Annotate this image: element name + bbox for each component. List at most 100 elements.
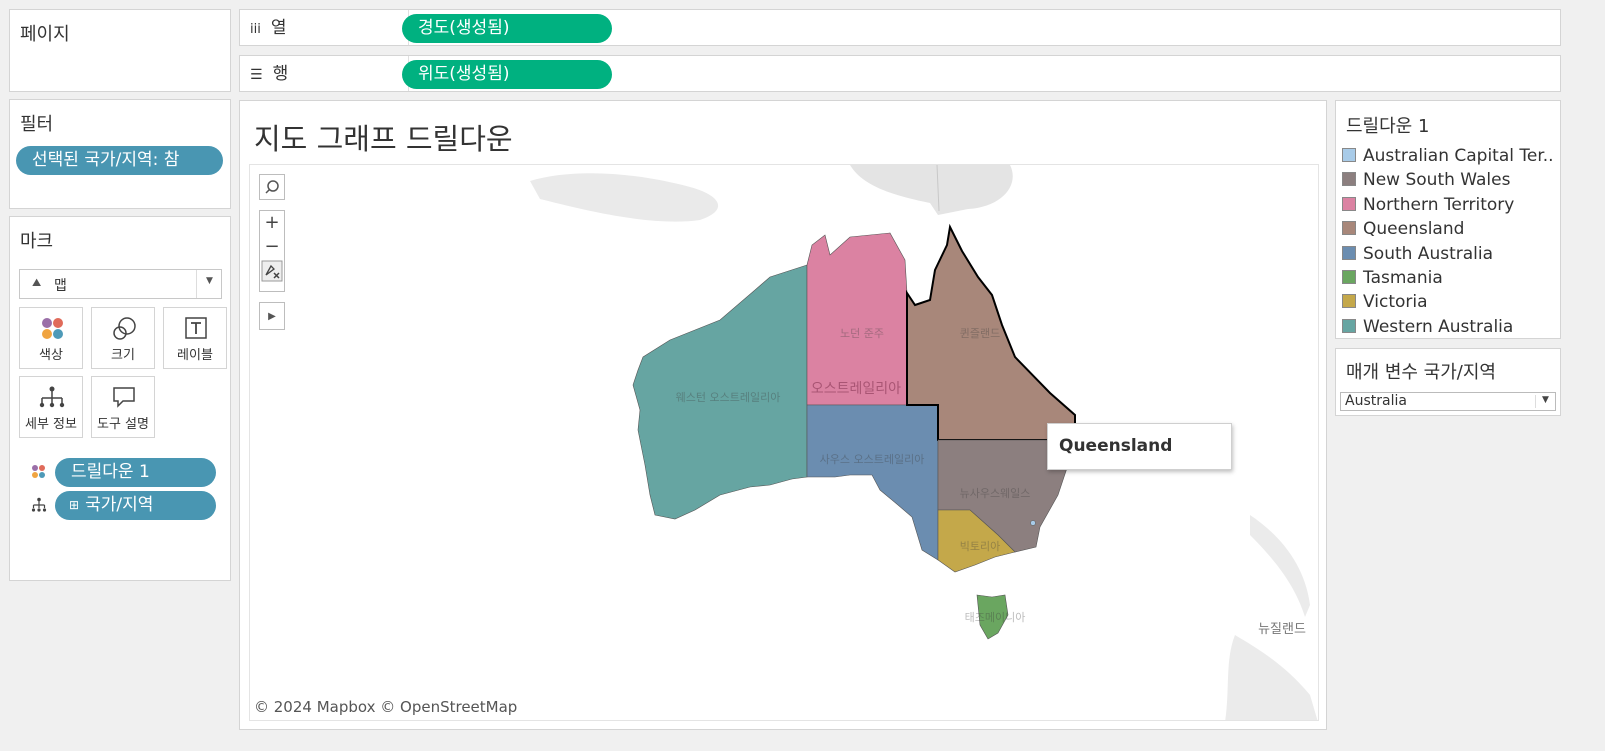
legend-label: Western Australia (1363, 316, 1514, 337)
latitude-pill[interactable]: 위도(생성됨) (402, 60, 612, 89)
marks-card: 마크 ⛰ 맵 ▼ 색상 크기 레이블 세부 정보 (9, 216, 231, 581)
parameter-card: 매개 변수 국가/지역 Australia ▼ (1335, 348, 1561, 416)
columns-icon: iii (250, 22, 261, 37)
map-label-queensland: 퀸즐랜드 (960, 327, 1000, 340)
play-icon: ▶ (268, 311, 276, 322)
country-detail-pill[interactable]: ⊞ 국가/지역 (55, 491, 216, 520)
map-tooltip: Queensland (1047, 423, 1232, 470)
tooltip-text: Queensland (1059, 436, 1173, 456)
chevron-down-icon: ▼ (206, 276, 213, 286)
rows-shelf-label: ☰ 행 (250, 64, 289, 84)
legend-item[interactable]: South Australia (1342, 243, 1493, 265)
map-label-new-zealand: 뉴질랜드 (1258, 622, 1306, 637)
reset-zoom-button[interactable] (260, 259, 284, 283)
map-area[interactable]: 웨스턴 오스트레일리아 노던 준주 퀸즐랜드 사우스 오스트레일리아 뉴사우스웨… (249, 164, 1319, 721)
tooltip-button[interactable]: 도구 설명 (91, 376, 155, 438)
legend-label: South Australia (1363, 243, 1494, 264)
legend-card: 드릴다운 1 Australian Capital Ter.. New South… (1335, 100, 1561, 339)
legend-item[interactable]: Queensland (1342, 218, 1464, 240)
map-zoom-group: + − (259, 210, 285, 292)
legend-label: Australian Capital Ter.. (1363, 146, 1554, 166)
color-button[interactable]: 색상 (19, 307, 83, 369)
legend-item[interactable]: Northern Territory (1342, 194, 1514, 216)
legend-swatch (1342, 172, 1356, 187)
marks-title: 마크 (20, 231, 54, 252)
legend-swatch (1342, 318, 1356, 333)
map-search-button[interactable] (259, 174, 285, 200)
legend-label: Tasmania (1363, 268, 1443, 288)
map-attribution[interactable]: © 2024 Mapbox © OpenStreetMap (254, 698, 518, 716)
color-button-label: 색상 (39, 348, 63, 363)
label-button-label: 레이블 (177, 348, 213, 363)
zoom-in-button[interactable]: + (264, 212, 280, 233)
legend-title: 드릴다운 1 (1346, 116, 1430, 137)
legend-swatch (1342, 294, 1356, 309)
map-mark-icon: ⛰ (32, 276, 42, 289)
legend-item[interactable]: Australian Capital Ter.. (1342, 145, 1554, 167)
region-south-australia (806, 404, 939, 561)
legend-label: Northern Territory (1363, 194, 1515, 215)
map-label-northern-territory: 노던 준주 (840, 327, 884, 340)
legend-swatch (1342, 245, 1356, 260)
map-label-australia: 오스트레일리아 (811, 381, 901, 397)
legend-label: Victoria (1363, 292, 1428, 313)
text-label-icon (185, 317, 207, 339)
legend-label: Queensland (1363, 219, 1465, 240)
legend-item[interactable]: New South Wales (1342, 169, 1510, 191)
pages-card: 페이지 (9, 9, 231, 92)
map-label-tasmania: 태즈메이니아 (965, 611, 1026, 624)
columns-shelf-label: iii 열 (250, 18, 287, 38)
columns-shelf[interactable]: iii 열 경도(생성됨) (239, 9, 1561, 46)
map-controls: + − ▶ (259, 174, 285, 330)
rows-icon: ☰ (250, 67, 263, 83)
region-queensland (906, 223, 1076, 441)
dropdown-divider (1535, 395, 1536, 408)
longitude-pill[interactable]: 경도(생성됨) (402, 14, 612, 43)
map-toolbar-expand-button[interactable]: ▶ (259, 302, 285, 330)
size-icon (113, 317, 136, 340)
detail-button-label: 세부 정보 (25, 417, 77, 432)
expand-plus-icon[interactable]: ⊞ (69, 498, 80, 512)
map-label-western-australia: 웨스턴 오스트레일리아 (676, 390, 781, 404)
viz-title: 지도 그래프 드릴다운 (254, 122, 513, 156)
color-icon (42, 318, 63, 339)
parameter-title: 매개 변수 국가/지역 (1346, 362, 1496, 383)
legend-swatch (1342, 148, 1356, 162)
color-icon (32, 465, 45, 478)
map-label-victoria: 빅토리아 (960, 540, 1000, 553)
tooltip-button-label: 도구 설명 (97, 417, 149, 432)
map-label-new-south-wales: 뉴사우스웨일스 (960, 486, 1031, 500)
chevron-down-icon: ▼ (1542, 395, 1549, 405)
drilldown-color-pill[interactable]: 드릴다운 1 (55, 458, 216, 487)
filters-title: 필터 (20, 114, 54, 135)
map-label-south-australia: 사우스 오스트레일리아 (820, 452, 925, 466)
region-northern-territory (806, 232, 908, 406)
mark-type-value: 맵 (54, 278, 67, 294)
legend-item[interactable]: Victoria (1342, 291, 1428, 313)
parameter-value: Australia (1345, 393, 1407, 409)
legend-swatch (1342, 270, 1356, 284)
legend-item[interactable]: Tasmania (1342, 267, 1443, 289)
pages-title: 페이지 (20, 24, 70, 45)
legend-swatch (1342, 221, 1356, 236)
search-icon (265, 180, 279, 194)
viz-card: 지도 그래프 드릴다운 웨스턴 오스트레일리아 노던 준주 퀸즐랜드 사우스 오… (239, 100, 1327, 730)
size-button[interactable]: 크기 (91, 307, 155, 369)
legend-item[interactable]: Western Australia (1342, 316, 1513, 338)
parameter-dropdown[interactable]: Australia ▼ (1340, 392, 1556, 411)
tooltip-icon (113, 387, 135, 408)
filter-pill[interactable]: 선택된 국가/지역: 참 (16, 146, 223, 175)
mark-type-dropdown[interactable]: ⛰ 맵 ▼ (19, 269, 222, 299)
zoom-out-button[interactable]: − (264, 236, 280, 257)
legend-label: New South Wales (1363, 170, 1511, 191)
detail-button[interactable]: 세부 정보 (19, 376, 83, 438)
region-tasmania (976, 594, 1009, 640)
pin-reset-icon (261, 260, 283, 282)
region-victoria (937, 509, 1016, 573)
label-button[interactable]: 레이블 (163, 307, 227, 369)
dropdown-divider (196, 270, 197, 298)
detail-icon (39, 386, 65, 408)
region-australian-capital-territory (1030, 520, 1036, 526)
map-canvas: 웨스턴 오스트레일리아 노던 준주 퀸즐랜드 사우스 오스트레일리아 뉴사우스웨… (530, 165, 1318, 720)
rows-shelf[interactable]: ☰ 행 위도(생성됨) (239, 55, 1561, 92)
